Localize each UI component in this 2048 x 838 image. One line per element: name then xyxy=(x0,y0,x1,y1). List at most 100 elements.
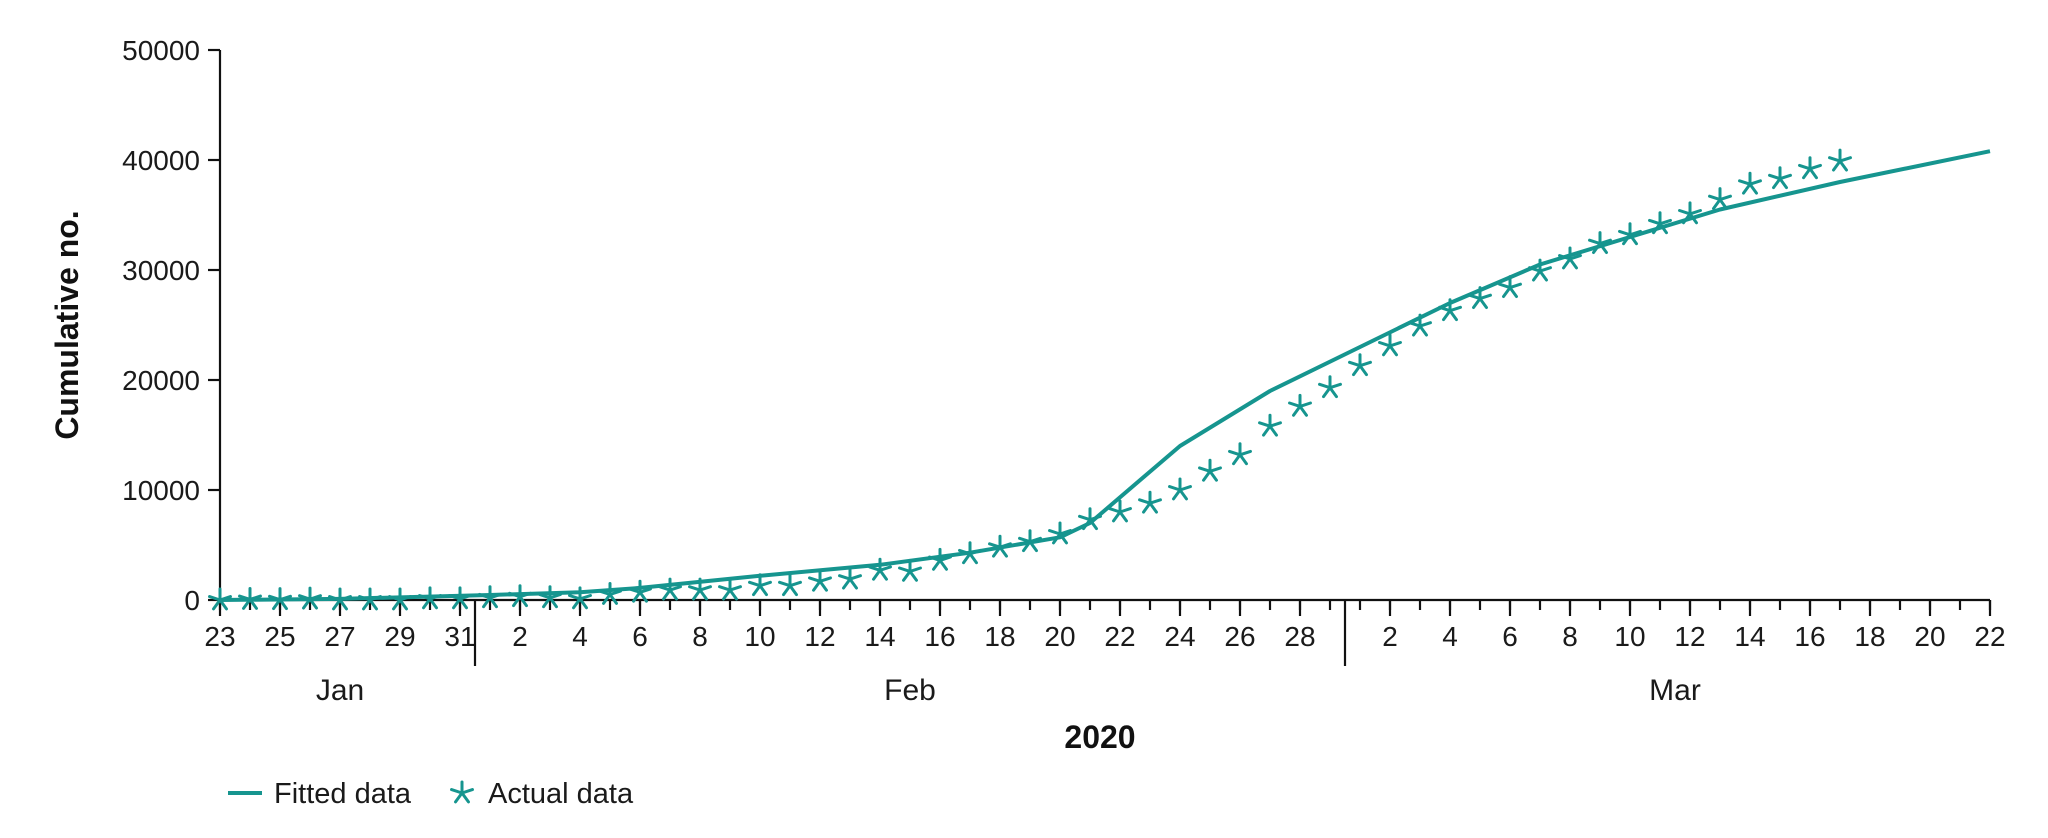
y-tick-label: 20000 xyxy=(122,365,200,396)
actual-data-point xyxy=(208,587,232,611)
actual-data-point xyxy=(1528,258,1552,282)
fitted-data-line xyxy=(219,149,1991,602)
x-tick-label: 14 xyxy=(1734,621,1765,652)
y-tick-label: 50000 xyxy=(122,35,200,66)
actual-data-point xyxy=(568,586,592,610)
asterisk-marker xyxy=(450,780,474,804)
y-tick-label: 10000 xyxy=(122,475,200,506)
actual-data-point xyxy=(1108,499,1132,523)
actual-data-point xyxy=(1408,313,1432,337)
actual-data-point xyxy=(448,586,472,610)
actual-data-point xyxy=(988,534,1012,558)
actual-data-point xyxy=(238,586,262,610)
actual-data-point xyxy=(718,577,742,601)
actual-data-point xyxy=(1498,275,1522,298)
x-tick-label: 10 xyxy=(1614,621,1645,652)
x-axis-title: 2020 xyxy=(1064,719,1135,755)
x-tick-label: 28 xyxy=(1284,621,1315,652)
actual-data-points xyxy=(208,148,1852,611)
actual-data-point xyxy=(958,541,982,565)
x-tick-label: 6 xyxy=(632,621,648,652)
x-tick-label: 20 xyxy=(1044,621,1075,652)
actual-data-point xyxy=(508,584,532,608)
actual-data-point xyxy=(1648,211,1672,235)
x-tick-label: 8 xyxy=(692,621,708,652)
x-tick-label: 20 xyxy=(1914,621,1945,652)
legend-item-fitted: Fitted data xyxy=(228,778,412,810)
x-tick-label: 14 xyxy=(864,621,895,652)
actual-data-point xyxy=(1588,231,1612,254)
x-tick-label: 22 xyxy=(1974,621,2005,652)
series xyxy=(208,148,1991,611)
actual-data-point xyxy=(1678,201,1702,225)
actual-data-point xyxy=(688,577,712,601)
x-tick-label: 31 xyxy=(444,621,475,652)
actual-data-point xyxy=(898,558,922,582)
actual-data-point xyxy=(1708,187,1732,210)
actual-data-point xyxy=(1288,393,1312,417)
actual-data-point xyxy=(838,566,862,590)
x-tick-label: 29 xyxy=(384,621,415,652)
legend: Fitted data Actual data xyxy=(228,778,634,810)
x-tick-label: 23 xyxy=(204,621,235,652)
actual-data-point xyxy=(1348,353,1372,377)
y-tick-label: 30000 xyxy=(122,255,200,286)
actual-data-point xyxy=(388,587,412,611)
actual-data-point xyxy=(1318,375,1342,399)
x-tick-label: 26 xyxy=(1224,621,1255,652)
actual-data-point xyxy=(298,586,322,610)
actual-data-point xyxy=(478,585,502,609)
x-tick-label: 2 xyxy=(512,621,528,652)
y-tick-label: 0 xyxy=(184,585,200,616)
x-tick-label: 12 xyxy=(804,621,835,652)
x-tick-label: 12 xyxy=(1674,621,1705,652)
y-ticks: 0 10000 20000 30000 40000 50000 xyxy=(122,35,220,616)
actual-data-point xyxy=(1768,166,1792,190)
actual-data-point xyxy=(1558,246,1582,270)
x-tick-label: 18 xyxy=(984,621,1015,652)
x-tick-label: 2 xyxy=(1382,621,1398,652)
actual-data-point xyxy=(1048,521,1072,545)
legend-label-actual: Actual data xyxy=(488,778,634,810)
actual-data-point xyxy=(1078,507,1102,531)
actual-data-point xyxy=(778,573,802,597)
x-tick-label: 27 xyxy=(324,621,355,652)
actual-data-point xyxy=(628,579,652,603)
x-tick-label: 22 xyxy=(1104,621,1135,652)
actual-data-point xyxy=(1828,148,1852,172)
legend-item-actual: Actual data xyxy=(450,778,634,810)
actual-data-point xyxy=(1138,490,1162,514)
actual-data-point xyxy=(1258,413,1282,437)
x-ticks: 23 25 27 29 31 2 4 6 8 10 12 14 16 18 20 22 24 26 28 2 4 6 8 10… xyxy=(204,600,2006,652)
actual-data-point xyxy=(1468,286,1492,309)
actual-data-point xyxy=(1378,333,1402,357)
legend-label-fitted: Fitted data xyxy=(274,778,412,810)
actual-data-point xyxy=(808,568,832,592)
x-tick-label: 8 xyxy=(1562,621,1578,652)
actual-data-point xyxy=(748,573,772,597)
actual-data-point xyxy=(1438,298,1462,322)
x-tick-label: 4 xyxy=(572,621,588,652)
actual-data-point xyxy=(1738,171,1762,195)
actual-data-point xyxy=(538,585,562,609)
actual-data-point xyxy=(658,577,682,601)
actual-data-point xyxy=(1228,442,1252,466)
axes xyxy=(218,50,1990,602)
x-tick-label: 4 xyxy=(1442,621,1458,652)
month-label: Mar xyxy=(1649,674,1701,707)
actual-data-point xyxy=(268,587,292,611)
actual-data-point xyxy=(418,586,442,610)
actual-data-point xyxy=(1798,156,1822,180)
legend-asterisk-swatch xyxy=(450,780,474,804)
actual-data-point xyxy=(1168,477,1192,501)
x-tick-label: 10 xyxy=(744,621,775,652)
month-label: Feb xyxy=(884,674,936,707)
actual-data-point xyxy=(1618,222,1642,246)
x-tick-label: 24 xyxy=(1164,621,1195,652)
actual-data-point xyxy=(868,557,892,581)
actual-data-point xyxy=(1198,458,1222,482)
x-tick-label: 25 xyxy=(264,621,295,652)
y-axis-title: Cumulative no. xyxy=(49,210,85,439)
x-tick-label: 16 xyxy=(924,621,955,652)
